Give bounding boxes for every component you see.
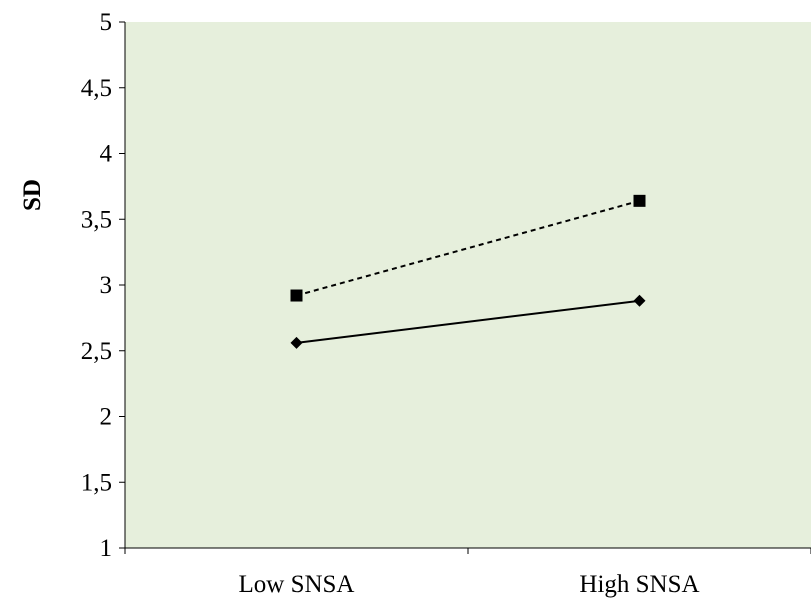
y-tick-label: 3,5 bbox=[81, 206, 112, 233]
data-point-diamond bbox=[633, 294, 646, 307]
y-tick-label: 4 bbox=[100, 141, 113, 168]
data-point-square bbox=[633, 194, 646, 207]
x-tick-label: Low SNSA bbox=[239, 571, 355, 598]
y-tick-label: 1,5 bbox=[81, 469, 112, 496]
y-tick-label: 3 bbox=[100, 272, 113, 299]
x-axis: Low SNSA High SNSA bbox=[124, 547, 811, 598]
y-tick-label: 2,5 bbox=[81, 338, 112, 365]
series-2 bbox=[290, 194, 646, 302]
y-tick-label: 1 bbox=[100, 535, 113, 562]
series-1 bbox=[290, 294, 646, 349]
series-layer bbox=[290, 194, 646, 349]
y-tick-label: 4,5 bbox=[81, 75, 112, 102]
y-axis: 1 1,5 2 2,5 3 3,5 4 4,5 5 bbox=[81, 9, 126, 562]
series-line bbox=[296, 299, 640, 344]
data-point-square bbox=[290, 289, 303, 302]
y-tick-label: 2 bbox=[100, 404, 113, 431]
plot-area bbox=[125, 22, 811, 548]
data-point-diamond bbox=[290, 336, 303, 349]
y-tick-label: 5 bbox=[100, 9, 113, 36]
x-tick-label: High SNSA bbox=[579, 571, 699, 598]
y-axis-title: SD bbox=[19, 179, 46, 211]
